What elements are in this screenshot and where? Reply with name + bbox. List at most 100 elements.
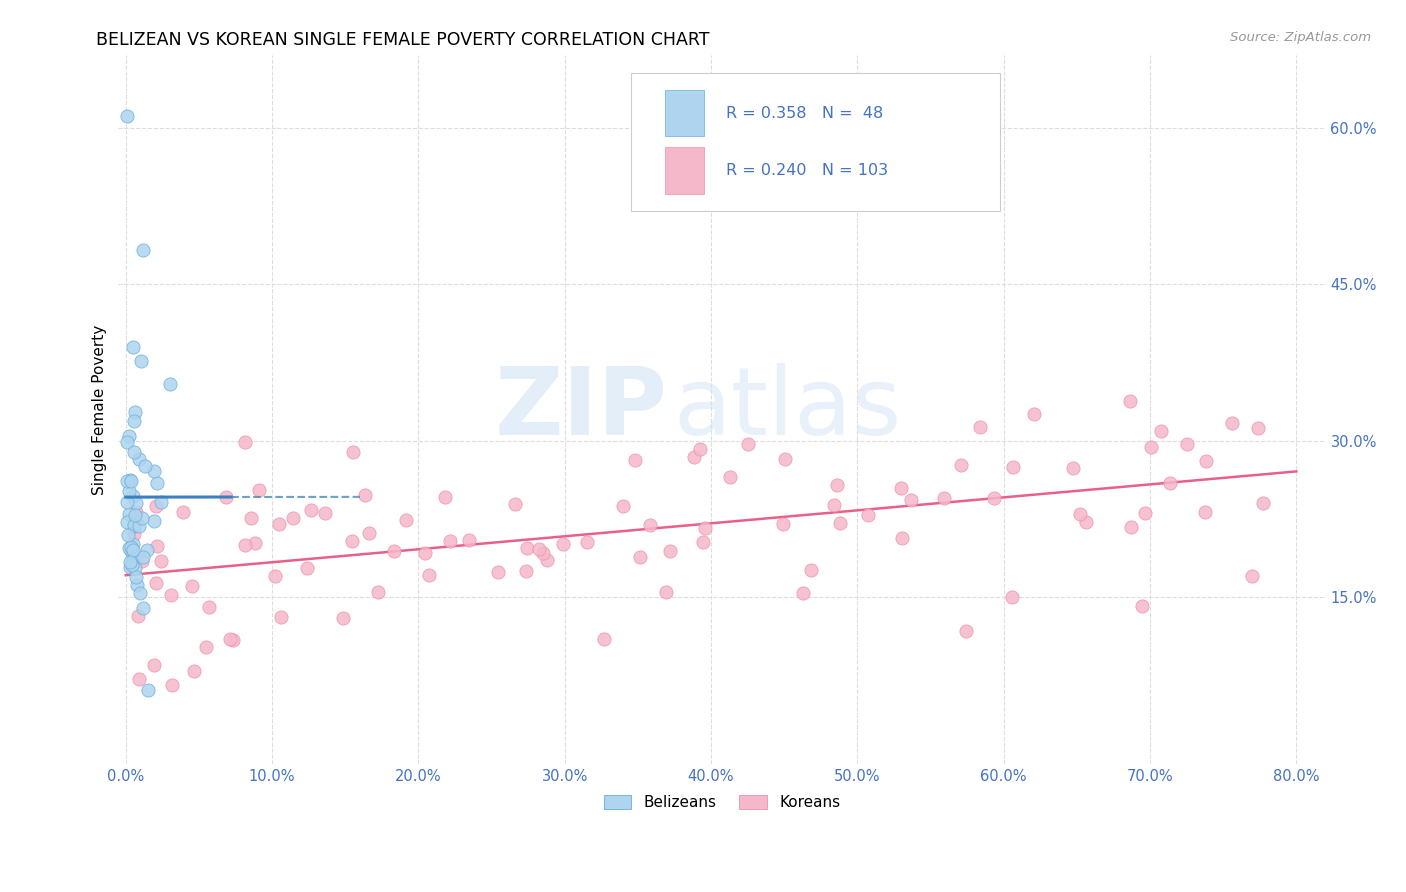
Point — [235, 435, 257, 450]
Point — [127, 578, 149, 592]
Point — [219, 632, 242, 647]
Point — [125, 570, 148, 584]
Point — [683, 450, 706, 464]
Point — [516, 541, 538, 555]
Point — [612, 499, 634, 513]
Point — [115, 495, 138, 509]
Point — [332, 610, 354, 624]
Point — [1251, 496, 1274, 510]
Point — [457, 533, 479, 548]
Point — [117, 528, 139, 542]
Point — [592, 632, 614, 646]
Point — [142, 514, 165, 528]
Point — [737, 437, 759, 451]
Point — [122, 414, 145, 428]
Point — [628, 550, 651, 565]
Point — [1140, 440, 1163, 454]
Point — [195, 640, 218, 654]
Point — [314, 506, 336, 520]
Point — [775, 451, 797, 466]
Point — [132, 601, 155, 615]
Point — [693, 521, 716, 535]
Point — [655, 585, 678, 599]
Point — [122, 518, 145, 533]
Point — [117, 484, 139, 499]
Point — [115, 435, 138, 450]
Point — [149, 495, 172, 509]
Point — [120, 474, 142, 488]
Point — [131, 554, 153, 568]
Point — [118, 508, 141, 522]
Point — [891, 532, 914, 546]
Point — [160, 588, 183, 602]
Point — [124, 508, 146, 523]
Point — [638, 518, 661, 533]
Point — [1119, 394, 1142, 409]
Point — [1220, 416, 1243, 430]
Point — [692, 534, 714, 549]
Point — [117, 515, 139, 529]
FancyBboxPatch shape — [631, 73, 1000, 211]
Point — [120, 560, 142, 574]
Point — [1195, 454, 1218, 468]
Point — [181, 579, 204, 593]
Point — [1133, 506, 1156, 520]
Point — [932, 491, 955, 505]
Point — [264, 569, 287, 583]
Point — [160, 678, 183, 692]
Point — [413, 546, 436, 560]
Point — [503, 497, 526, 511]
Point — [129, 354, 152, 368]
Point — [214, 490, 236, 504]
Point — [149, 554, 172, 568]
Point — [121, 558, 143, 573]
Point — [718, 470, 741, 484]
FancyBboxPatch shape — [665, 147, 704, 194]
Point — [418, 567, 440, 582]
Point — [536, 553, 558, 567]
Point — [1132, 599, 1154, 613]
Point — [955, 624, 977, 639]
Point — [395, 513, 418, 527]
Point — [576, 535, 599, 549]
Point — [357, 526, 380, 541]
Point — [823, 498, 845, 512]
Point — [1062, 461, 1084, 475]
Point — [342, 445, 364, 459]
Point — [281, 510, 304, 524]
Point — [1022, 407, 1045, 421]
Text: R = 0.240   N = 103: R = 0.240 N = 103 — [725, 163, 887, 178]
Point — [172, 505, 194, 519]
Point — [1247, 420, 1270, 434]
Point — [124, 517, 146, 532]
Point — [297, 561, 319, 575]
Point — [128, 451, 150, 466]
Point — [122, 526, 145, 541]
Point — [270, 610, 292, 624]
FancyBboxPatch shape — [665, 90, 704, 136]
Point — [792, 586, 814, 600]
Point — [551, 536, 574, 550]
Point — [136, 682, 159, 697]
Point — [128, 673, 150, 687]
Point — [124, 405, 146, 419]
Point — [1194, 505, 1216, 519]
Point — [825, 478, 848, 492]
Point — [120, 544, 142, 558]
Point — [122, 537, 145, 551]
Point — [125, 496, 148, 510]
Point — [239, 511, 262, 525]
Point — [1119, 519, 1142, 533]
Point — [120, 540, 142, 554]
Point — [249, 483, 271, 497]
Point — [145, 500, 167, 514]
Point — [486, 565, 509, 579]
Point — [1002, 459, 1025, 474]
Point — [1159, 475, 1181, 490]
Text: atlas: atlas — [673, 363, 903, 456]
Point — [439, 534, 461, 549]
Text: R = 0.358   N =  48: R = 0.358 N = 48 — [725, 106, 883, 121]
Point — [624, 453, 647, 467]
Text: ZIP: ZIP — [495, 363, 668, 456]
Point — [900, 493, 922, 508]
